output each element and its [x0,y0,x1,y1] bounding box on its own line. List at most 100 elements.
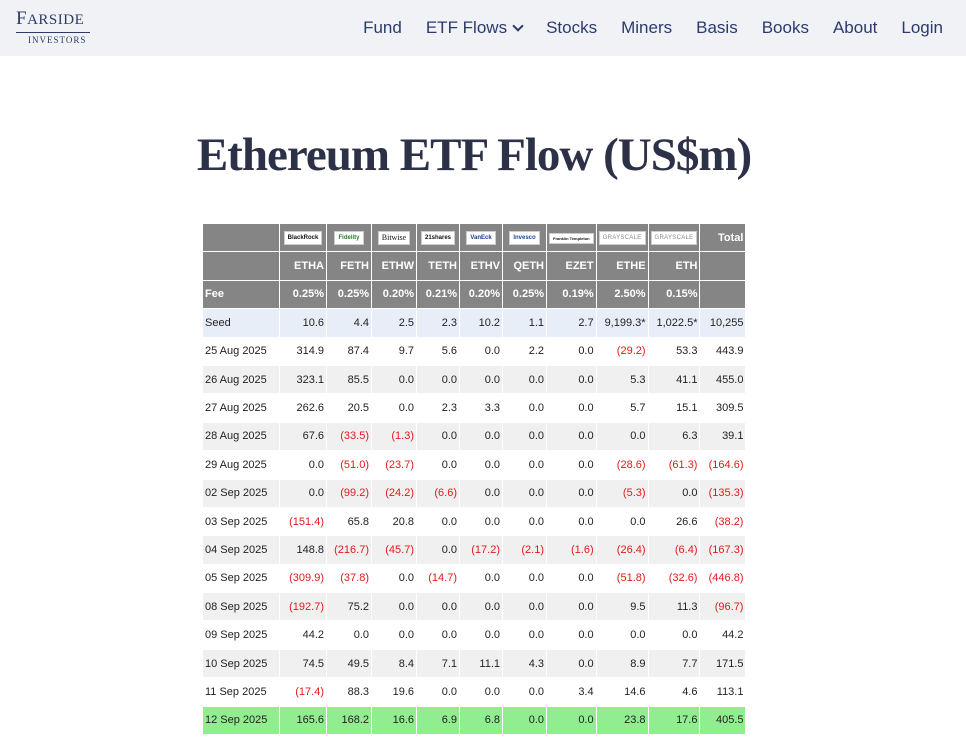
nav-about[interactable]: About [832,18,878,37]
flow-cell: 4.4 [326,308,372,338]
flow-cell: 10.2 [459,308,503,338]
date-cell: 09 Sep 2025 [202,620,280,650]
total-cell: 39.1 [699,421,747,452]
date-cell: 03 Sep 2025 [202,506,280,537]
blackrock-logo: BlackRock [283,231,323,246]
flow-cell: 323.1 [279,364,327,395]
brand-franklin: Franklin Templeton [546,222,597,253]
brand-row: BlackRock Fidelity Bitwise 21shares VanE… [202,222,747,253]
flow-cell: 2.7 [546,308,597,338]
total-cell: 309.5 [699,393,747,423]
flow-cell: 0.0 [546,393,597,423]
flow-cell: 0.0 [647,620,701,650]
flow-cell: 1,022.5* [647,308,701,338]
flow-cell: 0.0 [502,364,547,395]
nav-miners[interactable]: Miners [621,18,673,37]
flow-cell: 0.0 [595,620,649,650]
flow-cell: 44.2 [279,620,327,650]
nav-etf-flows[interactable]: ETF Flows [426,18,524,38]
date-cell: 28 Aug 2025 [202,421,280,452]
total-cell: 455.0 [699,364,747,395]
flow-cell: 65.8 [326,506,372,537]
flow-cell: 0.0 [279,450,327,480]
flow-cell: 7.7 [647,648,701,679]
nav-fund[interactable]: Fund [363,18,402,37]
flow-cell: (37.8) [326,563,372,594]
flow-cell: 17.6 [647,705,701,736]
ticker-cell: TETH [416,251,460,281]
flow-cell: 0.0 [459,592,503,622]
flow-cell: 8.9 [595,648,649,679]
nav-stocks[interactable]: Stocks [546,18,598,37]
date-cell: 27 Aug 2025 [202,393,280,423]
flow-cell: 0.0 [416,450,460,480]
flow-cell: (99.2) [326,478,372,508]
ticker-cell: ETHV [459,251,503,281]
flow-cell: 0.0 [371,592,417,622]
flow-cell: 0.0 [459,563,503,594]
total-header: Total [699,222,747,253]
ticker-cell: ETHE [595,251,649,281]
ticker-row: ETHA FETH ETHW TETH ETHV QETH EZET ETHE … [202,251,747,281]
farside-logo[interactable]: FARSIDE INVESTORS [16,8,90,46]
date-cell: Seed [202,308,280,338]
flow-cell: 0.0 [502,478,547,508]
flow-cell: 0.0 [546,563,597,594]
flow-cell: 0.0 [459,364,503,395]
flow-cell: 0.0 [416,506,460,537]
flow-cell: 19.6 [371,677,417,707]
date-cell: 26 Aug 2025 [202,364,280,395]
date-cell: 04 Sep 2025 [202,535,280,565]
flow-cell: 14.6 [595,677,649,707]
nav-login[interactable]: Login [901,18,943,37]
nav-basis[interactable]: Basis [696,18,738,37]
brand-blackrock: BlackRock [279,222,327,253]
table-row: 04 Sep 2025 148.8 (216.7) (45.7) 0.0 (17.2) (2… [202,535,747,565]
flow-cell: 9,199.3* [595,308,649,338]
flow-cell: 0.0 [595,421,649,452]
flow-cell: 0.0 [546,478,597,508]
flow-cell: 16.6 [371,705,417,736]
flow-cell: 5.6 [416,336,460,366]
logo-divider [16,32,90,33]
flow-cell: (61.3) [647,450,701,480]
flow-cell: (5.3) [595,478,649,508]
flow-cell: 2.3 [416,308,460,338]
ticker-cell: ETH [647,251,701,281]
ticker-empty [699,251,747,281]
flow-cell: 88.3 [326,677,372,707]
table-row: 12 Sep 2025 165.6 168.2 16.6 6.9 6.8 0.0 0.0 23.… [202,705,747,736]
table-row: 05 Sep 2025 (309.9) (37.8) 0.0 (14.7) 0.0 0.0 0… [202,563,747,594]
date-cell: 29 Aug 2025 [202,450,280,480]
flow-cell: 53.3 [647,336,701,366]
flow-cell: 0.0 [459,336,503,366]
flow-cell: (14.7) [416,563,460,594]
ticker-cell: ETHW [371,251,417,281]
flow-cell: 0.0 [459,450,503,480]
date-cell: 05 Sep 2025 [202,563,280,594]
vaneck-logo: VanEck [466,231,496,246]
flow-cell: 0.0 [416,421,460,452]
flow-cell: 6.9 [416,705,460,736]
flow-cell: 0.0 [416,364,460,395]
flow-cell: 0.0 [459,421,503,452]
flow-cell: 0.0 [647,478,701,508]
flow-cell: 7.1 [416,648,460,679]
table-row: 03 Sep 2025 (151.4) 65.8 20.8 0.0 0.0 0.0 0.0 0.… [202,506,747,537]
brand-bitwise: Bitwise [371,222,417,253]
flow-cell: (24.2) [371,478,417,508]
flow-cell: 0.0 [371,620,417,650]
fee-cell: 0.25% [279,279,327,310]
21shares-logo: 21shares [420,231,456,246]
fee-cell: 0.19% [546,279,597,310]
flow-cell: 0.0 [595,506,649,537]
nav-books[interactable]: Books [761,18,809,37]
flow-cell: 0.0 [371,364,417,395]
flow-cell: (2.1) [502,535,547,565]
fee-cell: 0.15% [647,279,701,310]
flow-cell: 0.0 [546,336,597,366]
brand-21shares: 21shares [416,222,460,253]
total-cell: 171.5 [699,648,747,679]
total-cell: (167.3) [699,535,747,565]
flow-cell: 4.6 [647,677,701,707]
